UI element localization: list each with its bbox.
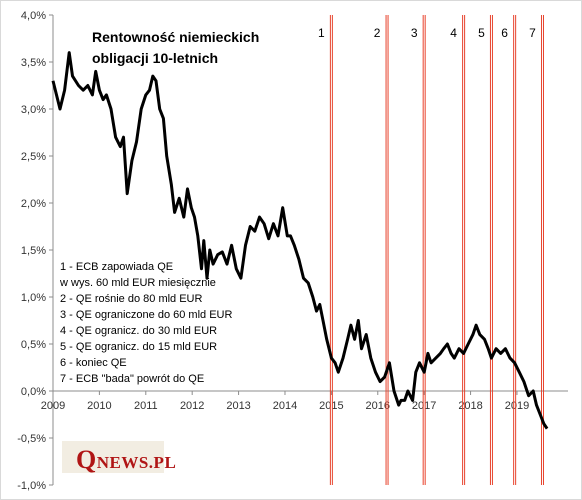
legend-line: 7 - ECB "bada" powrót do QE [60, 373, 204, 385]
legend-line: 1 - ECB zapowiada QE [60, 261, 173, 273]
legend-line: 4 - QE ogranicz. do 30 mld EUR [60, 325, 217, 337]
x-tick-label: 2014 [273, 400, 297, 412]
y-tick-label: 1,0% [21, 292, 46, 304]
x-tick-label: 2009 [41, 400, 65, 412]
event-label: 2 [374, 26, 381, 40]
legend-line: 6 - koniec QE [60, 357, 127, 369]
y-tick-label: 1,5% [21, 245, 46, 257]
series-layer [51, 51, 549, 430]
event-label: 1 [318, 26, 325, 40]
legend-line: w wys. 60 mld EUR miesięcznie [59, 277, 216, 289]
logo-rest: NEWS.PL [96, 453, 177, 472]
event-markers: 1 2 3 4 5 6 7 [318, 15, 544, 485]
logo-background [62, 441, 164, 473]
x-tick-label: 2019 [505, 400, 529, 412]
qnews-logo: QNEWS.PL [76, 445, 176, 475]
annotation-legend: 1 - ECB zapowiada QE w wys. 60 mld EUR mi… [59, 261, 232, 385]
legend-line: 5 - QE ogranicz. do 15 mld EUR [60, 341, 217, 353]
y-tick-label: 2,0% [21, 198, 46, 210]
legend-line: 2 - QE rośnie do 80 mld EUR [60, 293, 203, 305]
event-label: 3 [411, 26, 418, 40]
y-tick-label: -0,5% [17, 433, 46, 445]
y-tick-label: 3,0% [21, 104, 46, 116]
event-label: 4 [450, 26, 457, 40]
x-tick-label: 2012 [180, 400, 204, 412]
x-tick-label: 2017 [412, 400, 436, 412]
y-tick-label: 4,0% [21, 10, 46, 22]
x-tick-label: 2018 [458, 400, 482, 412]
event-label: 7 [529, 26, 536, 40]
legend-line: 3 - QE ograniczone do 60 mld EUR [60, 309, 232, 321]
x-tick-label: 2010 [87, 400, 111, 412]
x-tick-label: 2015 [319, 400, 343, 412]
logo-initial: Q [76, 445, 97, 474]
chart-title-line-2: obligacji 10-letnich [92, 50, 218, 66]
event-label: 5 [478, 26, 485, 40]
event-label: 6 [501, 26, 508, 40]
y-tick-label: 0,5% [21, 339, 46, 351]
x-tick-label: 2016 [366, 400, 390, 412]
axes: 4,0% 3,5% 3,0% 2,5% 2,0% 1,5% 1,0% 0,5% 0,0% -0,5… [17, 10, 568, 492]
y-tick-label: 2,5% [21, 151, 46, 163]
y-tick-label: -1,0% [17, 480, 46, 492]
x-tick-label: 2013 [226, 400, 250, 412]
chart-title-line-1: Rentowność niemieckich [92, 29, 259, 45]
y-tick-label: 0,0% [21, 386, 46, 398]
series-line [51, 51, 549, 430]
x-tick-label: 2011 [134, 400, 158, 412]
y-tick-label: 3,5% [21, 57, 46, 69]
